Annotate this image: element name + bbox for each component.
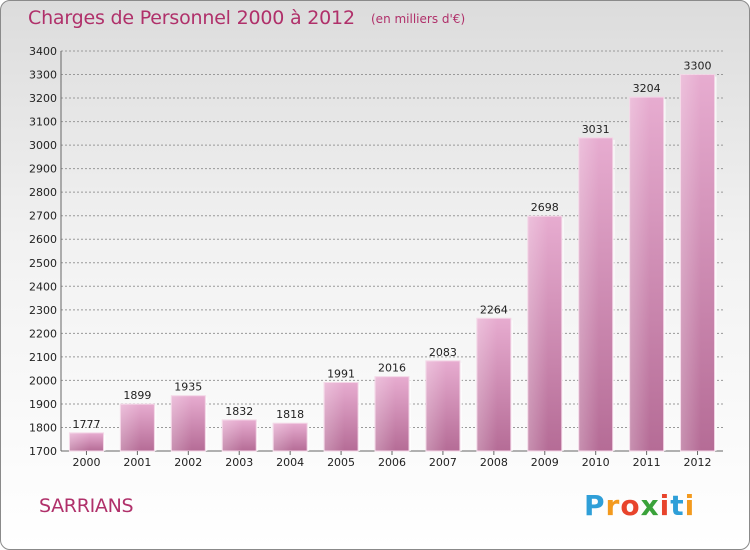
bar-highlight xyxy=(680,74,715,451)
value-label: 1935 xyxy=(174,381,202,394)
y-tick-label: 2400 xyxy=(29,280,57,293)
bar-highlight xyxy=(476,318,511,451)
value-label: 1899 xyxy=(123,389,151,402)
y-tick-label: 1800 xyxy=(29,421,57,434)
x-tick-label: 2010 xyxy=(582,456,610,469)
x-tick-label: 2006 xyxy=(378,456,406,469)
bar-highlight xyxy=(578,137,613,451)
bar-highlight xyxy=(629,97,664,451)
value-label: 3204 xyxy=(633,82,661,95)
logo-letter: x xyxy=(640,489,660,522)
x-tick-label: 2000 xyxy=(72,456,100,469)
value-label: 1991 xyxy=(327,368,355,381)
y-tick-label: 2300 xyxy=(29,304,57,317)
y-tick-label: 1900 xyxy=(29,398,57,411)
logo-letter: o xyxy=(620,489,641,522)
value-label: 1818 xyxy=(276,408,304,421)
x-tick-label: 2012 xyxy=(684,456,712,469)
y-tick-label: 2800 xyxy=(29,186,57,199)
x-tick-label: 2004 xyxy=(276,456,304,469)
bar-highlight xyxy=(375,376,409,451)
bar-highlight xyxy=(69,432,104,451)
x-tick-label: 2008 xyxy=(480,456,508,469)
chart-subtitle: (en milliers d'€) xyxy=(371,12,466,26)
chart-title: Charges de Personnel 2000 à 2012 xyxy=(28,7,355,29)
x-tick-label: 2009 xyxy=(531,456,559,469)
city-name: SARRIANS xyxy=(39,495,134,517)
value-label: 2016 xyxy=(378,362,406,375)
y-tick-label: 3400 xyxy=(29,45,57,58)
bar-highlight xyxy=(527,216,562,451)
logo-letter: r xyxy=(605,489,621,522)
logo-letter: i xyxy=(659,489,671,522)
x-tick-label: 2002 xyxy=(174,456,202,469)
value-label: 2698 xyxy=(531,201,559,214)
y-tick-label: 2700 xyxy=(29,210,57,223)
x-tick-label: 2005 xyxy=(327,456,355,469)
x-tick-label: 2007 xyxy=(429,456,457,469)
y-tick-label: 3000 xyxy=(29,139,57,152)
bar-highlight xyxy=(273,423,308,451)
logo-letter: i xyxy=(684,489,696,522)
value-label: 2264 xyxy=(480,303,508,316)
logo-letter: t xyxy=(670,489,685,522)
proxiti-logo[interactable]: Proxiti xyxy=(584,489,695,522)
y-tick-label: 2200 xyxy=(29,327,57,340)
logo-letter: P xyxy=(584,489,606,522)
y-tick-label: 3200 xyxy=(29,92,57,105)
y-tick-label: 3300 xyxy=(29,69,57,82)
y-tick-label: 1700 xyxy=(29,445,57,458)
value-label: 2083 xyxy=(429,346,457,359)
value-label: 1777 xyxy=(72,418,100,431)
value-label: 3031 xyxy=(582,123,610,136)
y-tick-label: 2500 xyxy=(29,257,57,270)
y-tick-label: 2600 xyxy=(29,233,57,246)
value-label: 3300 xyxy=(684,60,712,73)
y-tick-label: 2900 xyxy=(29,163,57,176)
y-tick-label: 2000 xyxy=(29,374,57,387)
x-tick-label: 2001 xyxy=(123,456,151,469)
x-tick-label: 2003 xyxy=(225,456,253,469)
y-tick-label: 2100 xyxy=(29,351,57,364)
bar-highlight xyxy=(425,360,460,451)
bar-highlight xyxy=(171,395,206,451)
bar-highlight xyxy=(120,404,155,451)
bar-highlight xyxy=(324,382,359,451)
value-label: 1832 xyxy=(225,405,253,418)
x-tick-label: 2011 xyxy=(633,456,661,469)
y-tick-label: 3100 xyxy=(29,116,57,129)
bar-highlight xyxy=(222,419,257,451)
